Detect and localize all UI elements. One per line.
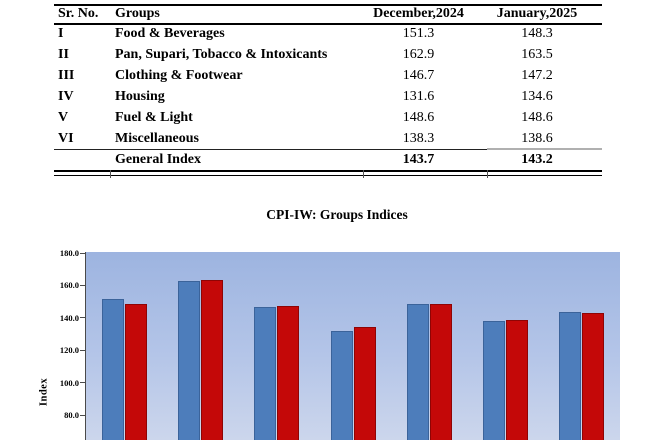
cell-jan: 147.2	[521, 67, 553, 83]
y-tick-label: 160.0	[59, 280, 79, 291]
cell-group: Clothing & Footwear	[115, 67, 243, 83]
cpi-groups-table: Sr. No. Groups December,2024 January,202…	[54, 4, 602, 170]
y-tick	[80, 284, 85, 286]
column-stub-1	[110, 170, 111, 178]
cell-sr: VI	[58, 130, 74, 146]
cell-sr: V	[58, 109, 69, 125]
table-footer-rule-dark	[54, 148, 487, 150]
bar	[177, 280, 200, 440]
y-tick-label: 140.0	[59, 312, 79, 323]
bar	[506, 320, 529, 440]
chart-title: CPI-IW: Groups Indices	[266, 207, 408, 222]
cell-dec: 148.6	[402, 109, 435, 125]
table-header-row: Sr. No. Groups December,2024 January,202…	[54, 4, 602, 23]
y-tick-label: 180.0	[59, 248, 79, 258]
bar	[200, 279, 223, 440]
cell-group-total: General Index	[115, 151, 201, 167]
bar	[101, 299, 124, 440]
col-header-january: January,2025	[496, 5, 578, 21]
table-row: II Pan, Supari, Tobacco & Intoxicants 162.…	[54, 44, 602, 65]
cell-group: Pan, Supari, Tobacco & Intoxicants	[115, 46, 328, 62]
bar	[406, 303, 429, 440]
table-row: VI Miscellaneous 138.3 138.6	[54, 128, 602, 149]
table-header-rule	[54, 23, 602, 25]
y-axis-title: Index	[38, 377, 50, 407]
column-stub-3	[487, 170, 488, 178]
cell-sr: II	[58, 46, 69, 62]
col-header-sr-no: Sr. No.	[58, 5, 99, 21]
cell-sr: I	[58, 25, 64, 41]
cell-dec: 151.3	[402, 25, 435, 41]
y-tick	[80, 382, 85, 384]
column-stub-2	[363, 170, 364, 178]
col-header-december: December,2024	[373, 5, 464, 21]
y-tick	[80, 414, 85, 416]
y-tick	[80, 317, 85, 319]
y-tick-label: 100.0	[59, 377, 79, 388]
bar	[582, 312, 605, 440]
table-row: IV Housing 131.6 134.6	[54, 86, 602, 107]
y-tick	[80, 252, 85, 254]
y-axis-line	[85, 252, 86, 440]
bar	[483, 320, 506, 440]
y-tick-label: 120.0	[59, 345, 79, 356]
bar	[559, 311, 582, 440]
bar	[330, 331, 353, 440]
cell-sr: III	[58, 67, 75, 83]
cell-jan: 148.6	[521, 109, 553, 125]
y-tick-label: 80.0	[64, 410, 79, 420]
table-footer-row: General Index 143.7 143.2	[54, 149, 602, 170]
cell-dec-total: 143.7	[402, 151, 435, 167]
table-top-rule	[54, 4, 602, 6]
cell-group: Fuel & Light	[115, 109, 193, 125]
cell-jan: 148.3	[521, 25, 553, 41]
cell-jan: 138.6	[521, 130, 553, 146]
bar	[277, 306, 300, 440]
table-row: III Clothing & Footwear 146.7 147.2	[54, 65, 602, 86]
cell-dec: 138.3	[402, 130, 435, 146]
bar	[353, 326, 376, 440]
table-row: V Fuel & Light 148.6 148.6	[54, 107, 602, 128]
cell-group: Food & Beverages	[115, 25, 225, 41]
cell-jan: 163.5	[521, 46, 553, 62]
table-bottom-rule-1	[54, 170, 602, 172]
y-tick	[80, 349, 85, 351]
cell-dec: 146.7	[402, 67, 435, 83]
bar	[124, 304, 147, 440]
plot-area	[86, 252, 620, 440]
cell-sr	[54, 149, 111, 170]
cell-group: Miscellaneous	[115, 130, 199, 146]
table-bottom-rule-2	[54, 174, 602, 176]
col-header-groups: Groups	[115, 5, 160, 21]
cell-sr: IV	[58, 88, 74, 104]
cell-jan-total: 143.2	[521, 151, 553, 167]
bar	[429, 303, 452, 440]
table-footer-rule-light	[487, 148, 602, 150]
cell-jan: 134.6	[521, 88, 553, 104]
table-row: I Food & Beverages 151.3 148.3	[54, 23, 602, 44]
cell-dec: 131.6	[402, 88, 435, 104]
bar	[254, 306, 277, 440]
cell-group: Housing	[115, 88, 165, 104]
cell-dec: 162.9	[402, 46, 435, 62]
